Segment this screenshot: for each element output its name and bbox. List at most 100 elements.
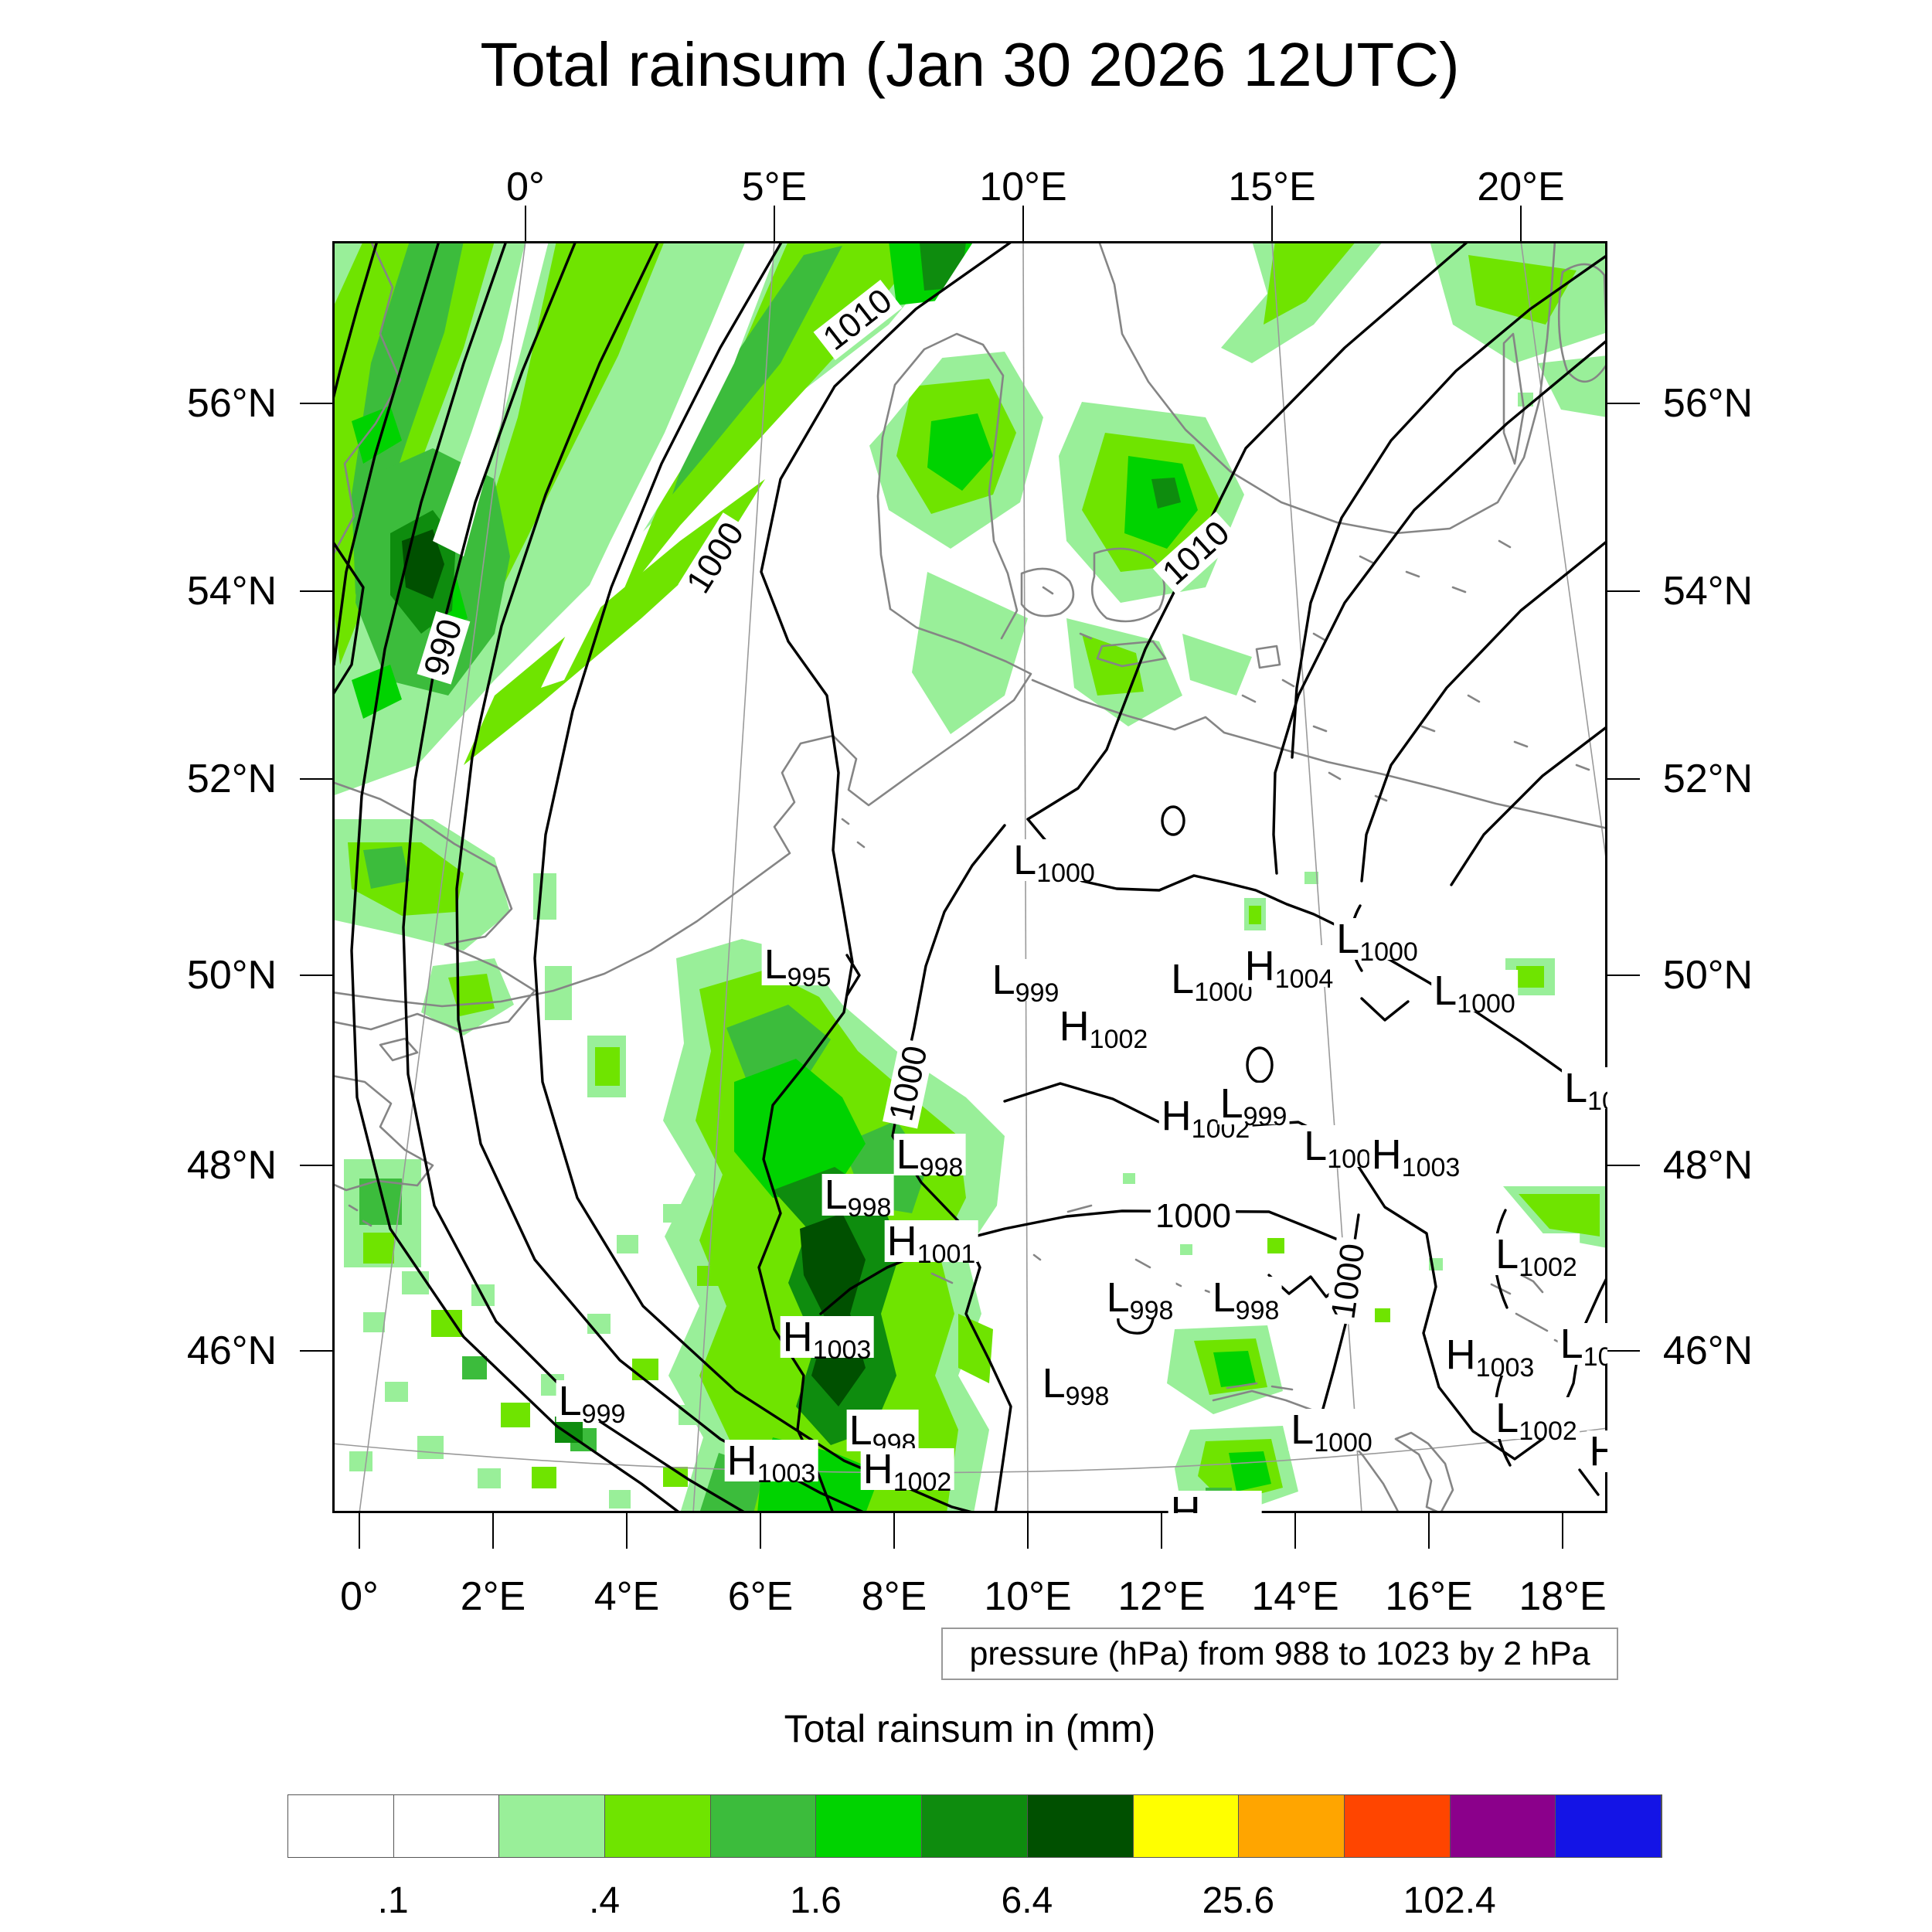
right-axis-label: 52°N xyxy=(1662,757,1753,801)
pressure-label: H1003 xyxy=(1443,1334,1537,1381)
pressure-label: L998 xyxy=(821,1174,894,1221)
top-axis-label: 0° xyxy=(506,165,545,209)
top-axis-label: 5°E xyxy=(741,165,808,209)
axis-tick xyxy=(300,590,332,592)
colorbar-tick-label: 6.4 xyxy=(1001,1880,1053,1921)
axis-tick xyxy=(1161,1513,1162,1549)
axis-tick xyxy=(300,1350,332,1352)
axis-tick xyxy=(1520,206,1522,241)
axis-tick xyxy=(300,1165,332,1166)
map-border xyxy=(332,241,1607,1513)
axis-tick xyxy=(1271,206,1273,241)
right-axis-label: 48°N xyxy=(1662,1143,1753,1188)
rain-darkest xyxy=(402,529,866,1406)
bottom-axis-label: 18°E xyxy=(1519,1574,1607,1619)
pressure-label: H1003 xyxy=(724,1440,818,1487)
axis-tick xyxy=(626,1513,628,1549)
colorbar-cell xyxy=(393,1795,500,1857)
axis-tick xyxy=(492,1513,494,1549)
axis-tick xyxy=(1607,1350,1640,1352)
pressure-label: H1001 xyxy=(884,1220,978,1267)
pressure-label: L1002 xyxy=(1493,1397,1580,1444)
pressure-label: H1002 xyxy=(860,1448,954,1495)
axis-tick xyxy=(1607,403,1640,404)
contour-label: 1000 xyxy=(678,512,753,604)
contour-label: 1010 xyxy=(813,280,903,360)
pressure-label: L999 xyxy=(1217,1083,1290,1130)
axis-tick xyxy=(300,778,332,780)
pressure-label: L100 xyxy=(1557,1323,1607,1370)
pressure-caption-box: pressure (hPa) from 988 to 1023 by 2 hPa xyxy=(941,1628,1618,1680)
axis-tick xyxy=(760,1513,761,1549)
pressure-label: L998 xyxy=(1039,1362,1112,1410)
pressure-caption: pressure (hPa) from 988 to 1023 by 2 hPa xyxy=(969,1634,1590,1672)
bottom-axis-label: 10°E xyxy=(984,1574,1072,1619)
bottom-axis-label: 2°E xyxy=(460,1574,526,1619)
pressure-label: H1003 xyxy=(780,1316,874,1363)
pressure-label: L995 xyxy=(761,944,834,991)
page-title: Total rainsum (Jan 30 2026 12UTC) xyxy=(480,30,1460,99)
bottom-axis-label: 8°E xyxy=(861,1574,927,1619)
pressure-label: L999 xyxy=(556,1380,628,1427)
axis-tick xyxy=(1607,778,1640,780)
axis-tick xyxy=(774,206,775,241)
colorbar-cell xyxy=(710,1795,817,1857)
colorbar-cell xyxy=(922,1795,1028,1857)
contour-label: 1000 xyxy=(882,1038,935,1129)
pressure-label: H1004 xyxy=(1242,945,1336,992)
colorbar-cell xyxy=(1450,1795,1556,1857)
contour-label: 1010 xyxy=(1152,512,1240,595)
pressure-label: L998 xyxy=(1209,1277,1282,1324)
axis-tick xyxy=(893,1513,895,1549)
pressure-label: H1003 xyxy=(1369,1134,1463,1181)
axis-tick xyxy=(1428,1513,1430,1549)
colorbar-cell xyxy=(1344,1795,1451,1857)
bottom-axis-label: 16°E xyxy=(1385,1574,1473,1619)
pressure-label: L10 xyxy=(1562,1067,1607,1114)
axis-tick xyxy=(300,403,332,404)
pressure-label: L998 xyxy=(1104,1277,1176,1324)
bottom-axis-label: 14°E xyxy=(1251,1574,1339,1619)
bottom-axis-label: 6°E xyxy=(727,1574,794,1619)
left-axis-label: 50°N xyxy=(186,953,277,998)
axis-tick xyxy=(1294,1513,1296,1549)
pressure-label: H xyxy=(1587,1430,1607,1472)
axis-tick xyxy=(1562,1513,1563,1549)
left-axis-label: 46°N xyxy=(186,1328,277,1373)
colorbar-cell xyxy=(1133,1795,1240,1857)
colorbar-tick-label: 102.4 xyxy=(1403,1880,1496,1921)
colorbar-cell xyxy=(499,1795,606,1857)
top-axis-label: 10°E xyxy=(979,165,1067,209)
colorbar xyxy=(287,1794,1662,1858)
axis-tick xyxy=(1027,1513,1029,1549)
axis-tick xyxy=(1607,1165,1640,1166)
pressure-label: L1000 xyxy=(1168,958,1255,1005)
axis-tick xyxy=(359,1513,360,1549)
map-label-overlay: L1000 L995 L999 L1000 H1004 L1000 L1000 H1002 H1… xyxy=(332,241,1607,1513)
pressure-label: L1000 xyxy=(1288,1409,1375,1456)
colorbar-cell xyxy=(816,1795,923,1857)
colorbar-cell xyxy=(288,1795,394,1857)
legend-title: Total rainsum in (mm) xyxy=(784,1707,1156,1750)
top-axis-label: 15°E xyxy=(1228,165,1316,209)
axis-tick xyxy=(1022,206,1024,241)
colorbar-cell xyxy=(1239,1795,1345,1857)
pressure-label: H1002 xyxy=(1056,1005,1151,1053)
contour-label: 1000 xyxy=(1151,1199,1236,1234)
colorbar-cell xyxy=(1027,1795,1134,1857)
left-axis-label: 54°N xyxy=(186,569,277,614)
top-axis-label: 20°E xyxy=(1477,165,1565,209)
pressure-label: L1000 xyxy=(1431,970,1518,1017)
colorbar-tick-label: .4 xyxy=(589,1880,621,1921)
right-axis-label: 50°N xyxy=(1662,953,1753,998)
colorbar-tick-label: 25.6 xyxy=(1202,1880,1275,1921)
right-axis-label: 46°N xyxy=(1662,1328,1753,1373)
pressure-label: L998 xyxy=(893,1134,966,1181)
left-axis-label: 52°N xyxy=(186,757,277,801)
axis-tick xyxy=(525,206,526,241)
bottom-axis-label: 0° xyxy=(340,1574,379,1619)
left-axis-label: 48°N xyxy=(186,1143,277,1188)
axis-tick xyxy=(1607,975,1640,976)
pressure-label: L1000 xyxy=(1334,918,1420,965)
